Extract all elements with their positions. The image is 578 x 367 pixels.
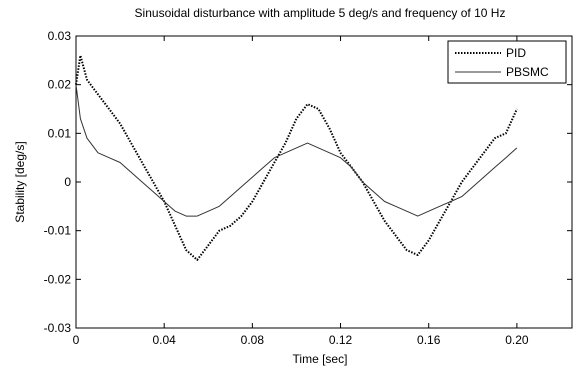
y-tick-label: 0 (64, 175, 71, 189)
x-axis: 0 0.04 0.08 0.12 0.16 0.20 (73, 36, 529, 347)
y-tick-label: -0.01 (44, 224, 72, 238)
x-tick-label: 0.04 (152, 333, 176, 347)
x-tick-label: 0.08 (241, 333, 265, 347)
legend-box (447, 40, 567, 84)
x-tick-label: 0.16 (417, 333, 441, 347)
series-layer (75, 54, 518, 261)
y-axis-title: Stability [deg/s] (13, 141, 27, 222)
y-tick-label: -0.02 (44, 272, 72, 286)
series-line-pid (75, 54, 518, 261)
legend-label-pid: PID (506, 46, 526, 60)
y-tick-label: 0.01 (48, 126, 72, 140)
y-tick-label: -0.03 (44, 321, 72, 335)
x-axis-title: Time [sec] (293, 352, 348, 366)
legend: PID PBSMC (447, 40, 567, 84)
x-tick-label: 0.12 (329, 333, 353, 347)
legend-label-pbsmc: PBSMC (506, 65, 549, 79)
y-tick-label: 0.02 (48, 78, 72, 92)
x-tick-label: 0 (73, 333, 80, 347)
plot-area (75, 35, 573, 329)
y-tick-label: 0.03 (48, 29, 72, 43)
chart-title: Sinusoidal disturbance with amplitude 5 … (135, 6, 506, 20)
y-axis: -0.03 -0.02 -0.01 0 0.01 0.02 0.03 (44, 29, 572, 335)
series-line-pbsmc (75, 84, 518, 217)
x-tick-label: 0.20 (505, 333, 529, 347)
